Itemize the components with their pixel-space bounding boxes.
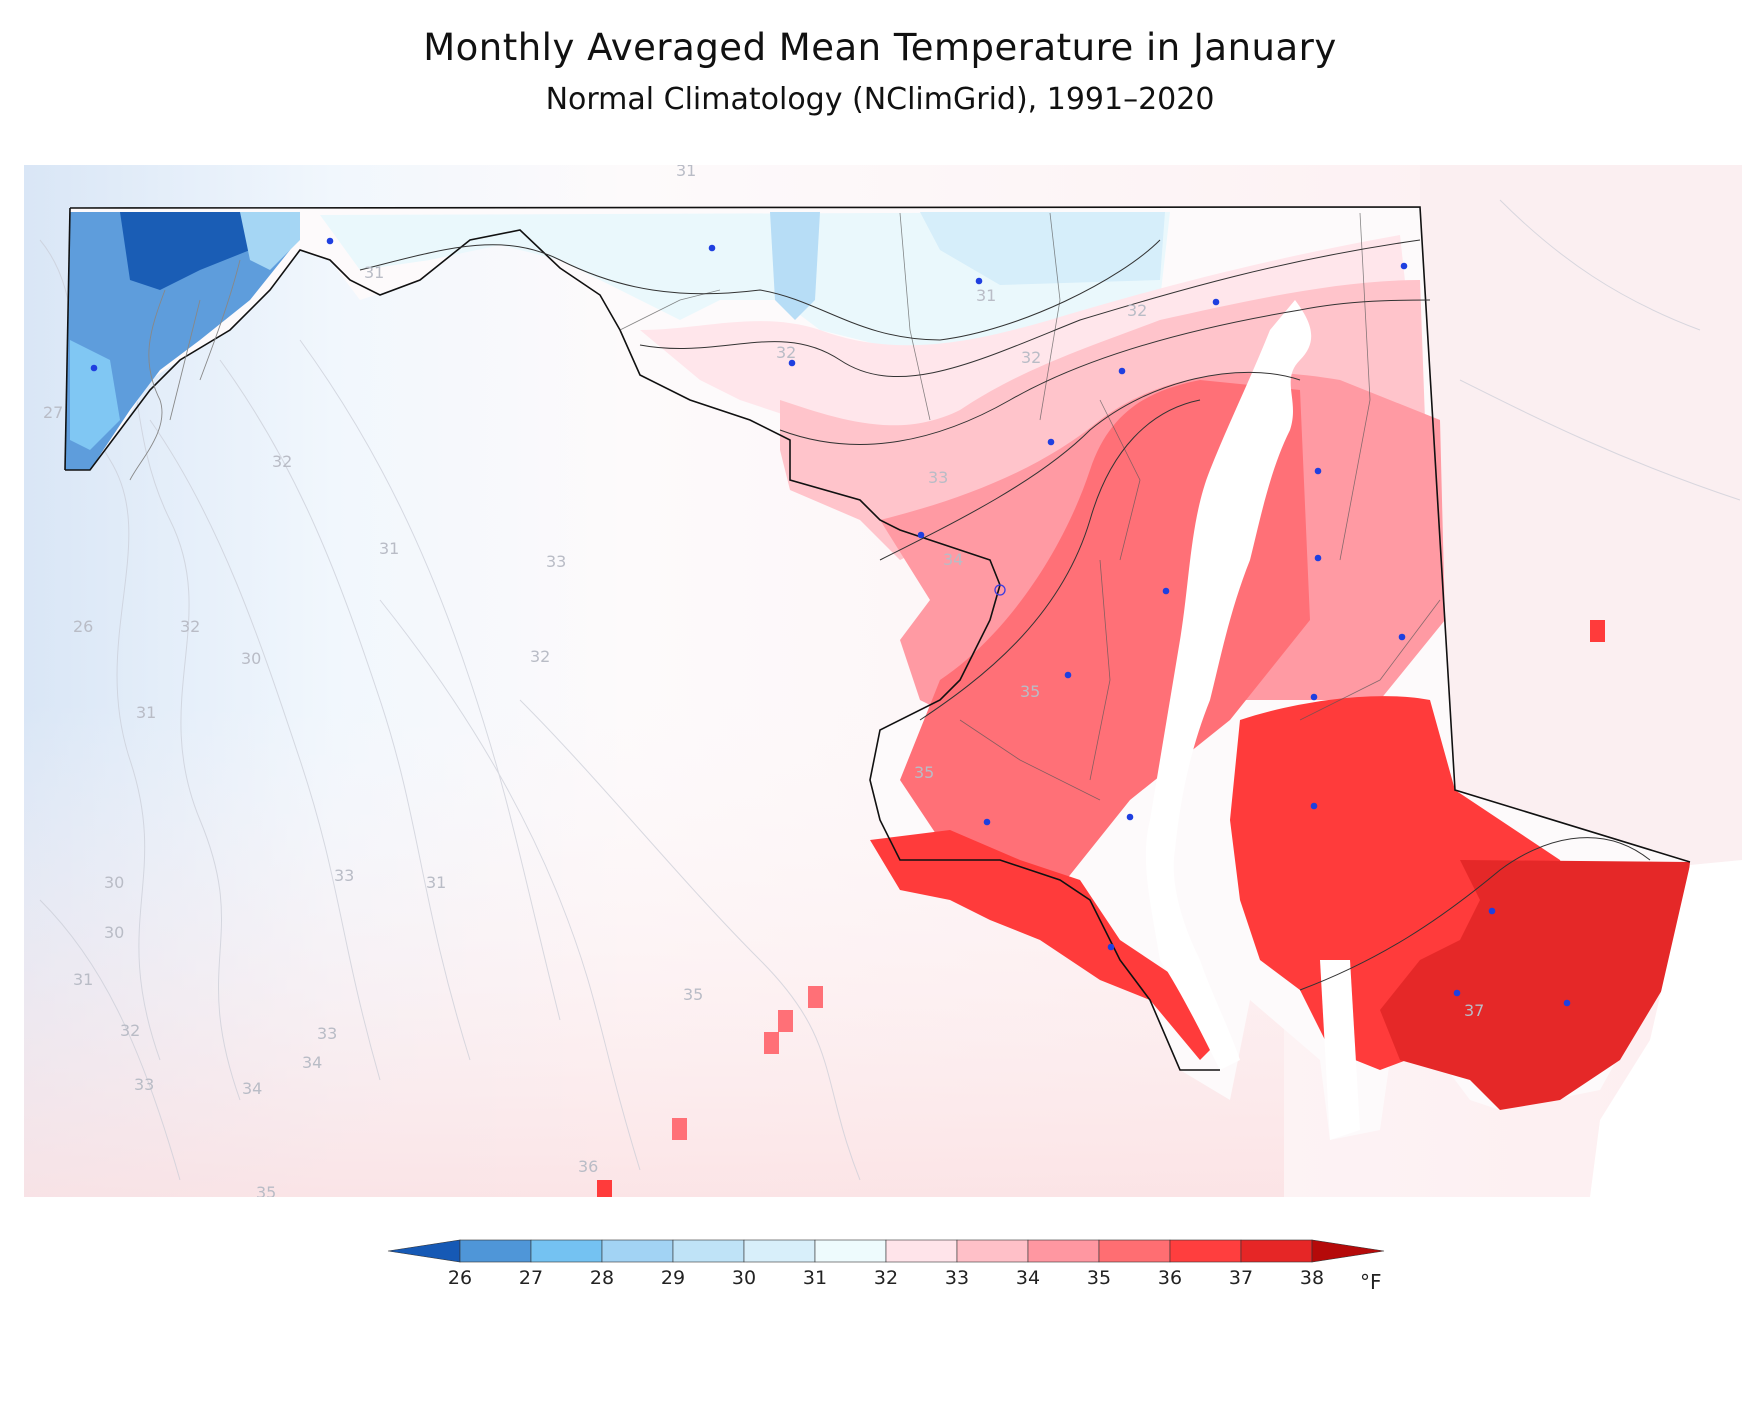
colorbar-tick-label: 28 <box>590 1267 614 1289</box>
colorbar-box <box>1028 1240 1099 1262</box>
colorbar-box <box>602 1240 673 1262</box>
colorbar-box <box>1099 1240 1170 1262</box>
colorbar-low-arrow <box>388 1240 460 1262</box>
colorbar-tick-label: 30 <box>732 1267 756 1289</box>
colorbar-box <box>460 1240 531 1262</box>
colorbar-unit: °F <box>1360 1270 1382 1294</box>
colorbar-box <box>744 1240 815 1262</box>
colorbar-box <box>531 1240 602 1262</box>
colorbar-ticks: 26 27 28 29 30 31 32 33 34 35 36 37 38 <box>448 1267 1324 1289</box>
colorbar-tick-label: 36 <box>1158 1267 1182 1289</box>
colorbar-tick-label: 31 <box>803 1267 827 1289</box>
colorbar-box <box>815 1240 886 1262</box>
colorbar-tick-label: 26 <box>448 1267 472 1289</box>
colorbar-box <box>1241 1240 1312 1262</box>
colorbar-tick-label: 33 <box>945 1267 969 1289</box>
colorbar-tick-label: 29 <box>661 1267 685 1289</box>
colorbar-tick-label: 34 <box>1016 1267 1040 1289</box>
colorbar-box <box>673 1240 744 1262</box>
colorbar-tick-label: 35 <box>1087 1267 1111 1289</box>
colorbar-tick-label: 32 <box>874 1267 898 1289</box>
colorbar-tick-label: 38 <box>1300 1267 1324 1289</box>
colorbar-boxes <box>388 1240 1384 1262</box>
colorbar-box <box>957 1240 1028 1262</box>
colorbar-high-arrow <box>1312 1240 1384 1262</box>
colorbar-box <box>1170 1240 1241 1262</box>
colorbar-tick-label: 27 <box>519 1267 543 1289</box>
colorbar-tick-label: 37 <box>1229 1267 1253 1289</box>
colorbar-box <box>886 1240 957 1262</box>
